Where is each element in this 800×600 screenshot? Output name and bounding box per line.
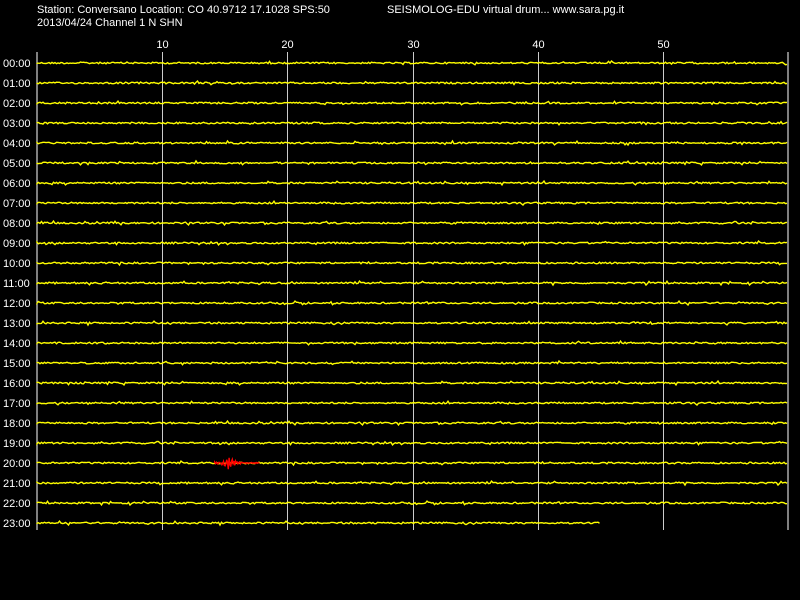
trace-row-2200 [36, 500, 787, 507]
trace-row-0500 [36, 159, 788, 166]
row-label-1700: 17:00 [3, 398, 31, 410]
trace-row-0900 [36, 240, 788, 247]
row-label-0700: 07:00 [3, 198, 31, 210]
x-tick-label-50: 50 [657, 39, 669, 51]
row-label-1100: 11:00 [3, 278, 30, 290]
trace-row-1800 [36, 419, 788, 427]
trace-row-0400 [36, 139, 788, 147]
trace-row-0300 [36, 120, 788, 126]
trace-row-1500 [36, 359, 788, 366]
row-label-2300: 23:00 [3, 518, 31, 530]
trace-row-1600 [36, 379, 788, 387]
trace-row-0600 [36, 179, 788, 187]
row-label-0500: 05:00 [3, 158, 31, 170]
trace-row-0000 [36, 59, 788, 66]
row-label-0100: 01:00 [3, 78, 31, 90]
trace-row-1100 [36, 279, 788, 287]
trace-row-0200 [36, 100, 788, 106]
row-label-0300: 03:00 [3, 118, 31, 130]
trace-row-2300 [36, 519, 600, 527]
trace-row-1000 [36, 260, 787, 267]
trace-row-1300 [36, 320, 788, 327]
trace-row-0700 [36, 199, 788, 206]
trace-row-1700 [36, 399, 788, 406]
trace-row-1200 [36, 299, 788, 307]
row-label-1800: 18:00 [3, 418, 31, 430]
row-label-2200: 22:00 [3, 498, 31, 510]
row-label-0800: 08:00 [3, 218, 31, 230]
x-tick-label-10: 10 [156, 39, 168, 51]
row-label-0600: 06:00 [3, 178, 31, 190]
row-label-2100: 21:00 [3, 478, 31, 490]
x-tick-label-20: 20 [281, 39, 293, 51]
row-label-0000: 00:00 [3, 58, 31, 70]
trace-row-1400 [36, 339, 788, 346]
row-label-0400: 04:00 [3, 138, 31, 150]
trace-row-1900 [36, 440, 788, 447]
date-channel-info: 2013/04/24 Channel 1 N SHN [37, 17, 183, 29]
row-label-1300: 13:00 [3, 318, 31, 330]
brand-label: SEISMOLOG-EDU virtual drum... www.sara.p… [387, 4, 625, 16]
row-label-1900: 19:00 [3, 438, 31, 450]
row-label-1000: 10:00 [3, 258, 31, 270]
station-info: Station: Conversano Location: CO 40.9712… [37, 4, 330, 16]
trace-row-0800 [36, 219, 788, 227]
trace-row-0100 [36, 80, 788, 86]
trace-row-2000 [36, 460, 788, 467]
row-label-2000: 20:00 [3, 458, 31, 470]
row-label-0200: 02:00 [3, 98, 31, 110]
row-label-1400: 14:00 [3, 338, 31, 350]
row-label-1200: 12:00 [3, 298, 31, 310]
row-label-1500: 15:00 [3, 358, 31, 370]
x-tick-label-30: 30 [407, 39, 419, 51]
event-trace-2000 [214, 456, 260, 470]
trace-row-2100 [36, 479, 788, 487]
x-tick-label-40: 40 [532, 39, 544, 51]
row-label-0900: 09:00 [3, 238, 31, 250]
row-label-1600: 16:00 [3, 378, 31, 390]
